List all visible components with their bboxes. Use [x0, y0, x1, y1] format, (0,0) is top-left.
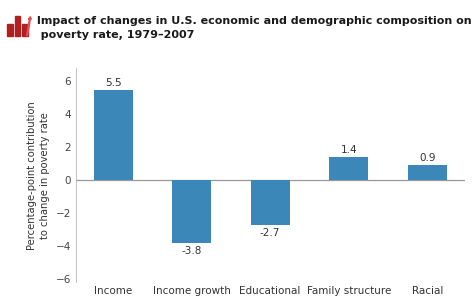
Text: Impact of changes in U.S. economic and demographic composition on the
  poverty : Impact of changes in U.S. economic and d…: [33, 16, 474, 40]
Text: -2.7: -2.7: [260, 228, 280, 238]
Text: 5.5: 5.5: [105, 78, 121, 88]
Y-axis label: Percentage-point contribution
to change in poverty rate: Percentage-point contribution to change …: [27, 101, 50, 249]
Bar: [251, 180, 290, 225]
Bar: [93, 90, 133, 180]
Text: 0.9: 0.9: [419, 153, 436, 163]
Bar: [172, 180, 211, 243]
Bar: [408, 165, 447, 180]
Text: -3.8: -3.8: [182, 246, 202, 256]
Bar: [329, 157, 368, 180]
Text: 1.4: 1.4: [340, 145, 357, 155]
